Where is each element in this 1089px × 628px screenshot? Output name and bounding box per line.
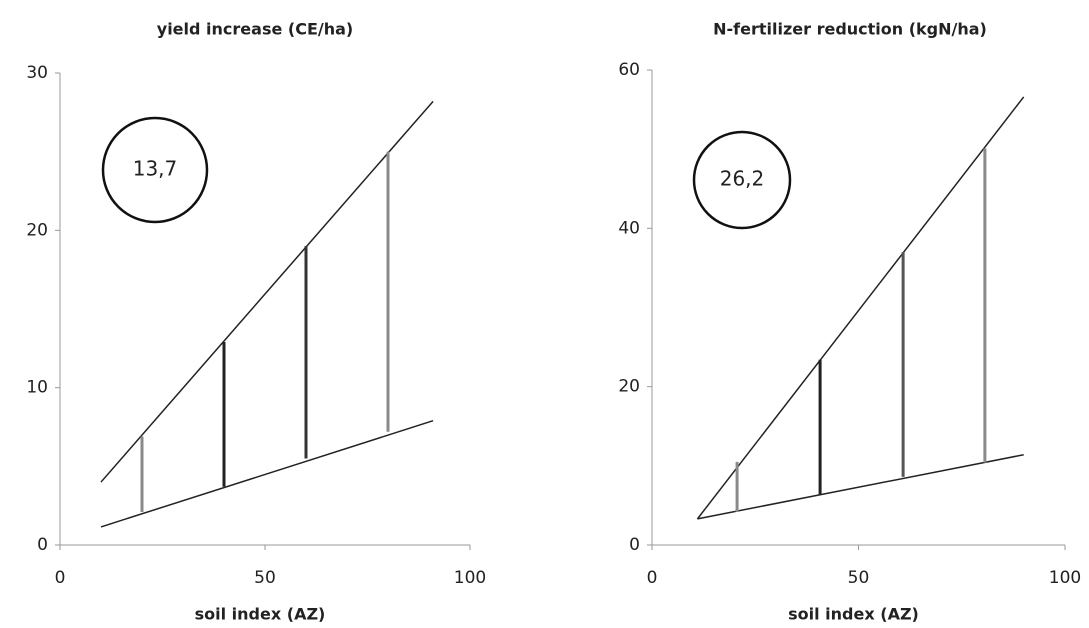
x-axis-label: soil index (AZ)	[788, 605, 919, 624]
annotation-circle	[101, 116, 209, 224]
x-axis-label: soil index (AZ)	[195, 605, 326, 624]
y-tick-label: 40	[618, 218, 640, 238]
line	[696, 96, 1025, 520]
y-tick-label: 0	[629, 535, 640, 555]
chart-title: N-fertilizer reduction (kgN/ha)	[713, 20, 987, 39]
y-tick-label: 20	[26, 220, 48, 240]
y-tick-label: 20	[618, 377, 640, 397]
y-tick-label: 30	[26, 63, 48, 83]
y-tick-label: 0	[37, 535, 48, 555]
x-tick-label: 0	[55, 568, 66, 588]
x-tick-label: 0	[647, 568, 658, 588]
line	[100, 100, 434, 483]
x-tick-label: 50	[848, 568, 870, 588]
x-tick-label: 50	[254, 568, 276, 588]
y-tick-label: 10	[26, 378, 48, 398]
line	[697, 454, 1024, 520]
line	[100, 419, 434, 528]
x-tick-label: 100	[454, 568, 486, 588]
annotation-circle	[692, 130, 792, 230]
annotation: 13,7	[133, 157, 178, 181]
chart-title: yield increase (CE/ha)	[157, 20, 353, 39]
annotation: 26,2	[720, 167, 765, 191]
y-tick-label: 60	[618, 60, 640, 80]
x-tick-label: 100	[1049, 568, 1081, 588]
